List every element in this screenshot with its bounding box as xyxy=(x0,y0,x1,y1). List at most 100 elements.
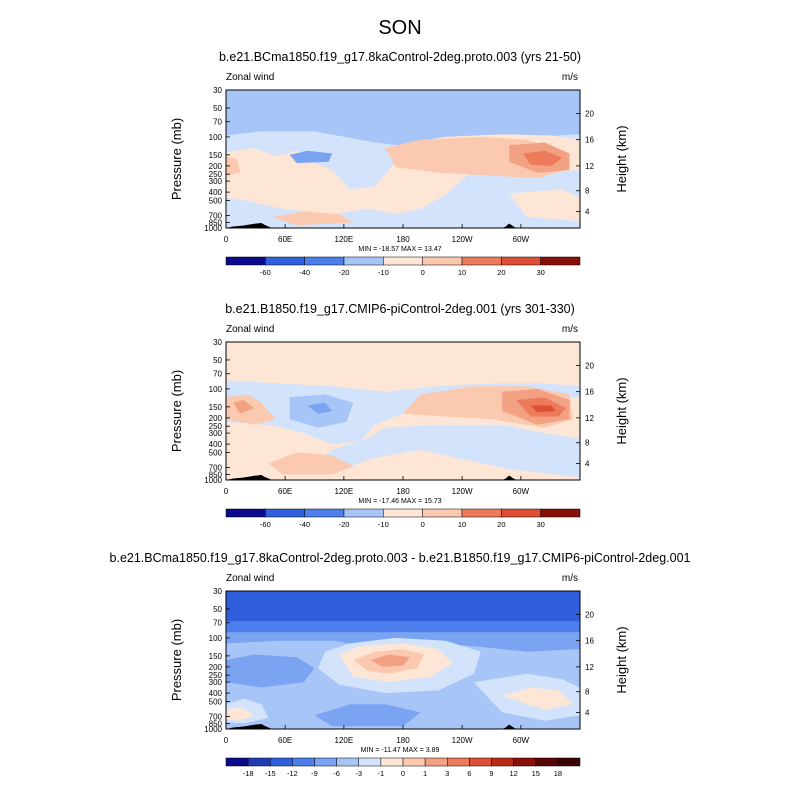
colorbar-box xyxy=(304,508,345,518)
height-tick-label: 20 xyxy=(585,361,594,370)
panel-1: b.e21.BCma1850.f19_g17.8kaControl-2deg.p… xyxy=(169,50,629,277)
x-tick-label: 60W xyxy=(513,736,530,745)
x-tick-label: 120E xyxy=(335,487,354,496)
x-tick-label: 0 xyxy=(224,235,229,244)
x-tick-label: 120E xyxy=(335,235,354,244)
colorbar-label: 20 xyxy=(497,268,505,277)
contour-region xyxy=(226,156,241,176)
contour-region xyxy=(272,211,354,226)
y-tick-label: 300 xyxy=(209,429,223,438)
colorbar-box xyxy=(402,757,426,767)
contour-region xyxy=(226,90,580,148)
colorbar-label: 10 xyxy=(458,268,466,277)
y-tick-label: 300 xyxy=(209,177,223,186)
colorbar-box xyxy=(491,757,514,767)
height-tick-label: 16 xyxy=(585,388,594,397)
y-tick-label: 150 xyxy=(209,652,223,661)
colorbar-label: -60 xyxy=(260,520,271,529)
colorbar-label: -20 xyxy=(339,268,350,277)
y-tick-label: 850 xyxy=(209,218,223,227)
colorbar-label: 18 xyxy=(554,769,562,778)
contour-field xyxy=(226,342,580,480)
contour-field xyxy=(226,90,580,228)
colorbar-label: 20 xyxy=(497,520,505,529)
colorbar-label: -6 xyxy=(333,769,340,778)
colorbar-box xyxy=(225,256,266,266)
variable-label: Zonal wind xyxy=(226,324,274,335)
colorbar-box xyxy=(358,757,382,767)
y-tick-label: 30 xyxy=(213,587,222,596)
colorbar-label: 15 xyxy=(532,769,540,778)
colorbar-label: 3 xyxy=(445,769,449,778)
height-tick-label: 8 xyxy=(585,439,590,448)
x-tick-label: 120W xyxy=(452,235,473,244)
x-tick-label: 60E xyxy=(278,487,292,496)
colorbar-box xyxy=(343,508,384,518)
y-tick-label: 700 xyxy=(209,212,223,221)
colorbar-box xyxy=(265,508,305,518)
contour-region xyxy=(314,704,421,727)
y-tick-label: 500 xyxy=(209,448,223,457)
units-label: m/s xyxy=(562,72,578,83)
colorbar-box xyxy=(380,757,404,767)
y-tick-label: 50 xyxy=(213,104,222,113)
contour-region xyxy=(226,591,580,622)
y-tick-label: 70 xyxy=(213,370,222,379)
contour-region xyxy=(226,621,580,633)
y-axis-right-title: Height (km) xyxy=(614,125,629,192)
y-tick-label: 150 xyxy=(209,403,223,412)
contour-region xyxy=(226,654,315,688)
colorbar-label: -40 xyxy=(299,520,310,529)
colorbar-box xyxy=(247,757,271,767)
contour-region xyxy=(233,400,255,414)
x-tick-label: 120E xyxy=(335,736,354,745)
y-tick-label: 100 xyxy=(209,385,223,394)
colorbar-box xyxy=(501,508,541,518)
height-tick-label: 20 xyxy=(585,109,594,118)
contour-region xyxy=(530,405,556,413)
colorbar-label: -10 xyxy=(378,268,389,277)
y-axis-right-title: Height (km) xyxy=(614,626,629,693)
y-tick-label: 500 xyxy=(209,697,223,706)
y-tick-label: 50 xyxy=(213,356,222,365)
figure-title: SON xyxy=(378,17,421,39)
colorbar-label: 0 xyxy=(401,769,405,778)
colorbar-box xyxy=(540,508,581,518)
panel-3: b.e21.BCma1850.f19_g17.8kaControl-2deg.p… xyxy=(110,551,691,778)
units-label: m/s xyxy=(562,573,578,584)
colorbar-box xyxy=(383,508,423,518)
y-tick-label: 200 xyxy=(209,663,223,672)
colorbar-label: 12 xyxy=(509,769,517,778)
colorbar-box xyxy=(304,256,345,266)
y-tick-label: 1000 xyxy=(204,476,222,485)
contour-region xyxy=(289,150,333,164)
y-tick-label: 200 xyxy=(209,414,223,423)
colorbar-label: 9 xyxy=(489,769,493,778)
contour-region xyxy=(307,402,333,414)
colorbar-box xyxy=(447,757,470,767)
x-tick-label: 0 xyxy=(224,487,229,496)
x-tick-label: 0 xyxy=(224,736,229,745)
panel-title: b.e21.B1850.f19_g17.CMIP6-piControl-2deg… xyxy=(225,302,575,316)
y-tick-label: 400 xyxy=(209,440,223,449)
y-tick-label: 400 xyxy=(209,689,223,698)
colorbar-box xyxy=(535,757,559,767)
colorbar-box xyxy=(461,256,502,266)
height-tick-label: 12 xyxy=(585,663,594,672)
colorbar-label: 30 xyxy=(536,268,544,277)
x-tick-label: 120W xyxy=(452,487,473,496)
x-tick-label: 180 xyxy=(396,235,410,244)
colorbar-box xyxy=(501,256,541,266)
x-tick-label: 60W xyxy=(513,235,530,244)
colorbar-label: 10 xyxy=(458,520,466,529)
colorbar-box xyxy=(540,256,581,266)
height-tick-label: 4 xyxy=(585,708,590,717)
contour-region xyxy=(268,452,354,475)
y-tick-label: 850 xyxy=(209,719,223,728)
colorbar-label: 0 xyxy=(421,520,425,529)
contour-region xyxy=(509,189,580,222)
colorbar-box xyxy=(383,256,423,266)
colorbar-label: -10 xyxy=(378,520,389,529)
y-tick-label: 1000 xyxy=(204,224,222,233)
